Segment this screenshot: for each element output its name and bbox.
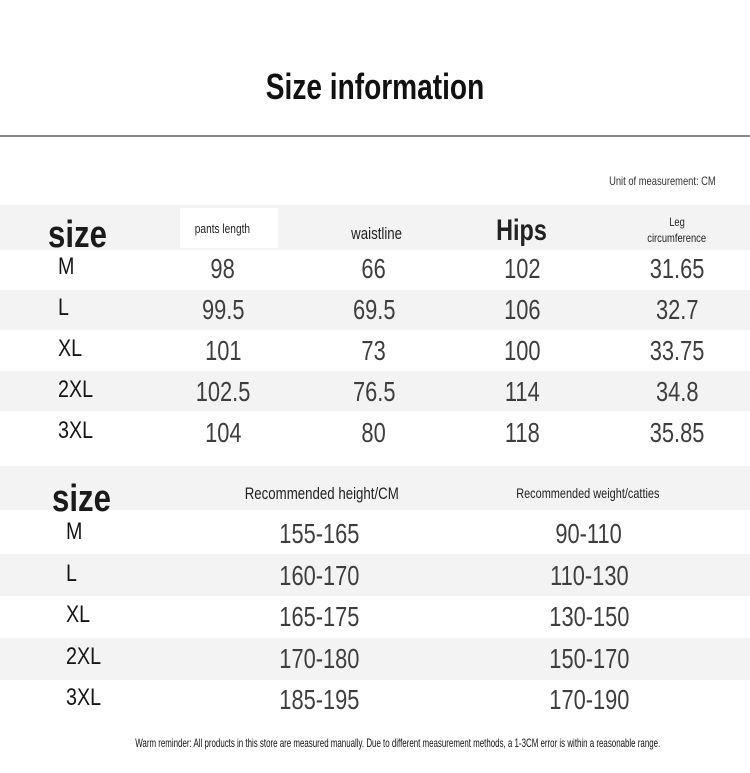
weight-cell: 110-130 [549,560,629,591]
size-cell: 2XL [66,643,102,670]
size-cell: M [66,518,83,545]
hips-cell: 118 [504,417,540,448]
height-cell: 160-170 [278,560,360,591]
size-cell: M [58,253,75,280]
size-cell: L [66,560,77,587]
row-band [0,638,750,680]
waistline-cell: 69.5 [352,294,396,325]
header-recommended-weight: Recommended weight/catties [516,485,660,501]
header-highlight [180,208,278,248]
size-cell: XL [58,335,83,362]
size-cell: 3XL [66,684,102,711]
leg-cell: 33.75 [649,335,705,366]
leg-cell: 31.65 [649,253,705,284]
size-header: size [52,478,111,520]
row-band [0,290,750,330]
pants-length-cell: 104 [204,417,242,448]
hips-cell: 102 [503,253,541,284]
pants-length-cell: 98 [210,253,236,284]
waistline-cell: 66 [361,253,387,284]
unit-note: Unit of measurement: CM [609,174,716,188]
size-header: size [48,214,107,256]
height-cell: 165-175 [278,601,360,632]
waistline-cell: 76.5 [352,376,396,407]
leg-cell: 35.85 [649,417,705,448]
height-cell: 170-180 [278,643,360,674]
header-recommended-height: Recommended height/CM [244,484,400,503]
header-hips: Hips [496,214,548,247]
header-pants-length: pants length [194,221,250,236]
size-cell: 3XL [58,417,94,444]
weight-cell: 130-150 [548,601,630,632]
size-cell: XL [66,601,91,628]
hips-cell: 106 [503,294,541,325]
height-cell: 155-165 [278,518,360,549]
row-band [0,371,750,411]
size-cell: L [58,294,69,321]
warm-reminder: Warm reminder: All products in this stor… [135,736,661,750]
divider [0,135,750,137]
header-leg-circumference: Leg circumference [647,215,707,245]
weight-cell: 90-110 [555,518,623,549]
size-cell: 2XL [58,376,94,403]
pants-length-cell: 102.5 [195,376,251,407]
leg-cell: 32.7 [655,294,699,325]
hips-cell: 114 [504,376,540,407]
waistline-cell: 73 [361,335,387,366]
pants-length-cell: 101 [204,335,242,366]
row-band [0,554,750,596]
header-band [0,205,750,250]
height-cell: 185-195 [278,684,360,715]
page-title: Size information [265,66,485,107]
waistline-cell: 80 [361,417,387,448]
pants-length-cell: 99.5 [201,294,245,325]
leg-cell: 34.8 [655,376,699,407]
header-band [0,466,750,510]
hips-cell: 100 [503,335,541,366]
weight-cell: 170-190 [548,684,630,715]
header-waistline: waistline [351,224,403,243]
weight-cell: 150-170 [548,643,630,674]
